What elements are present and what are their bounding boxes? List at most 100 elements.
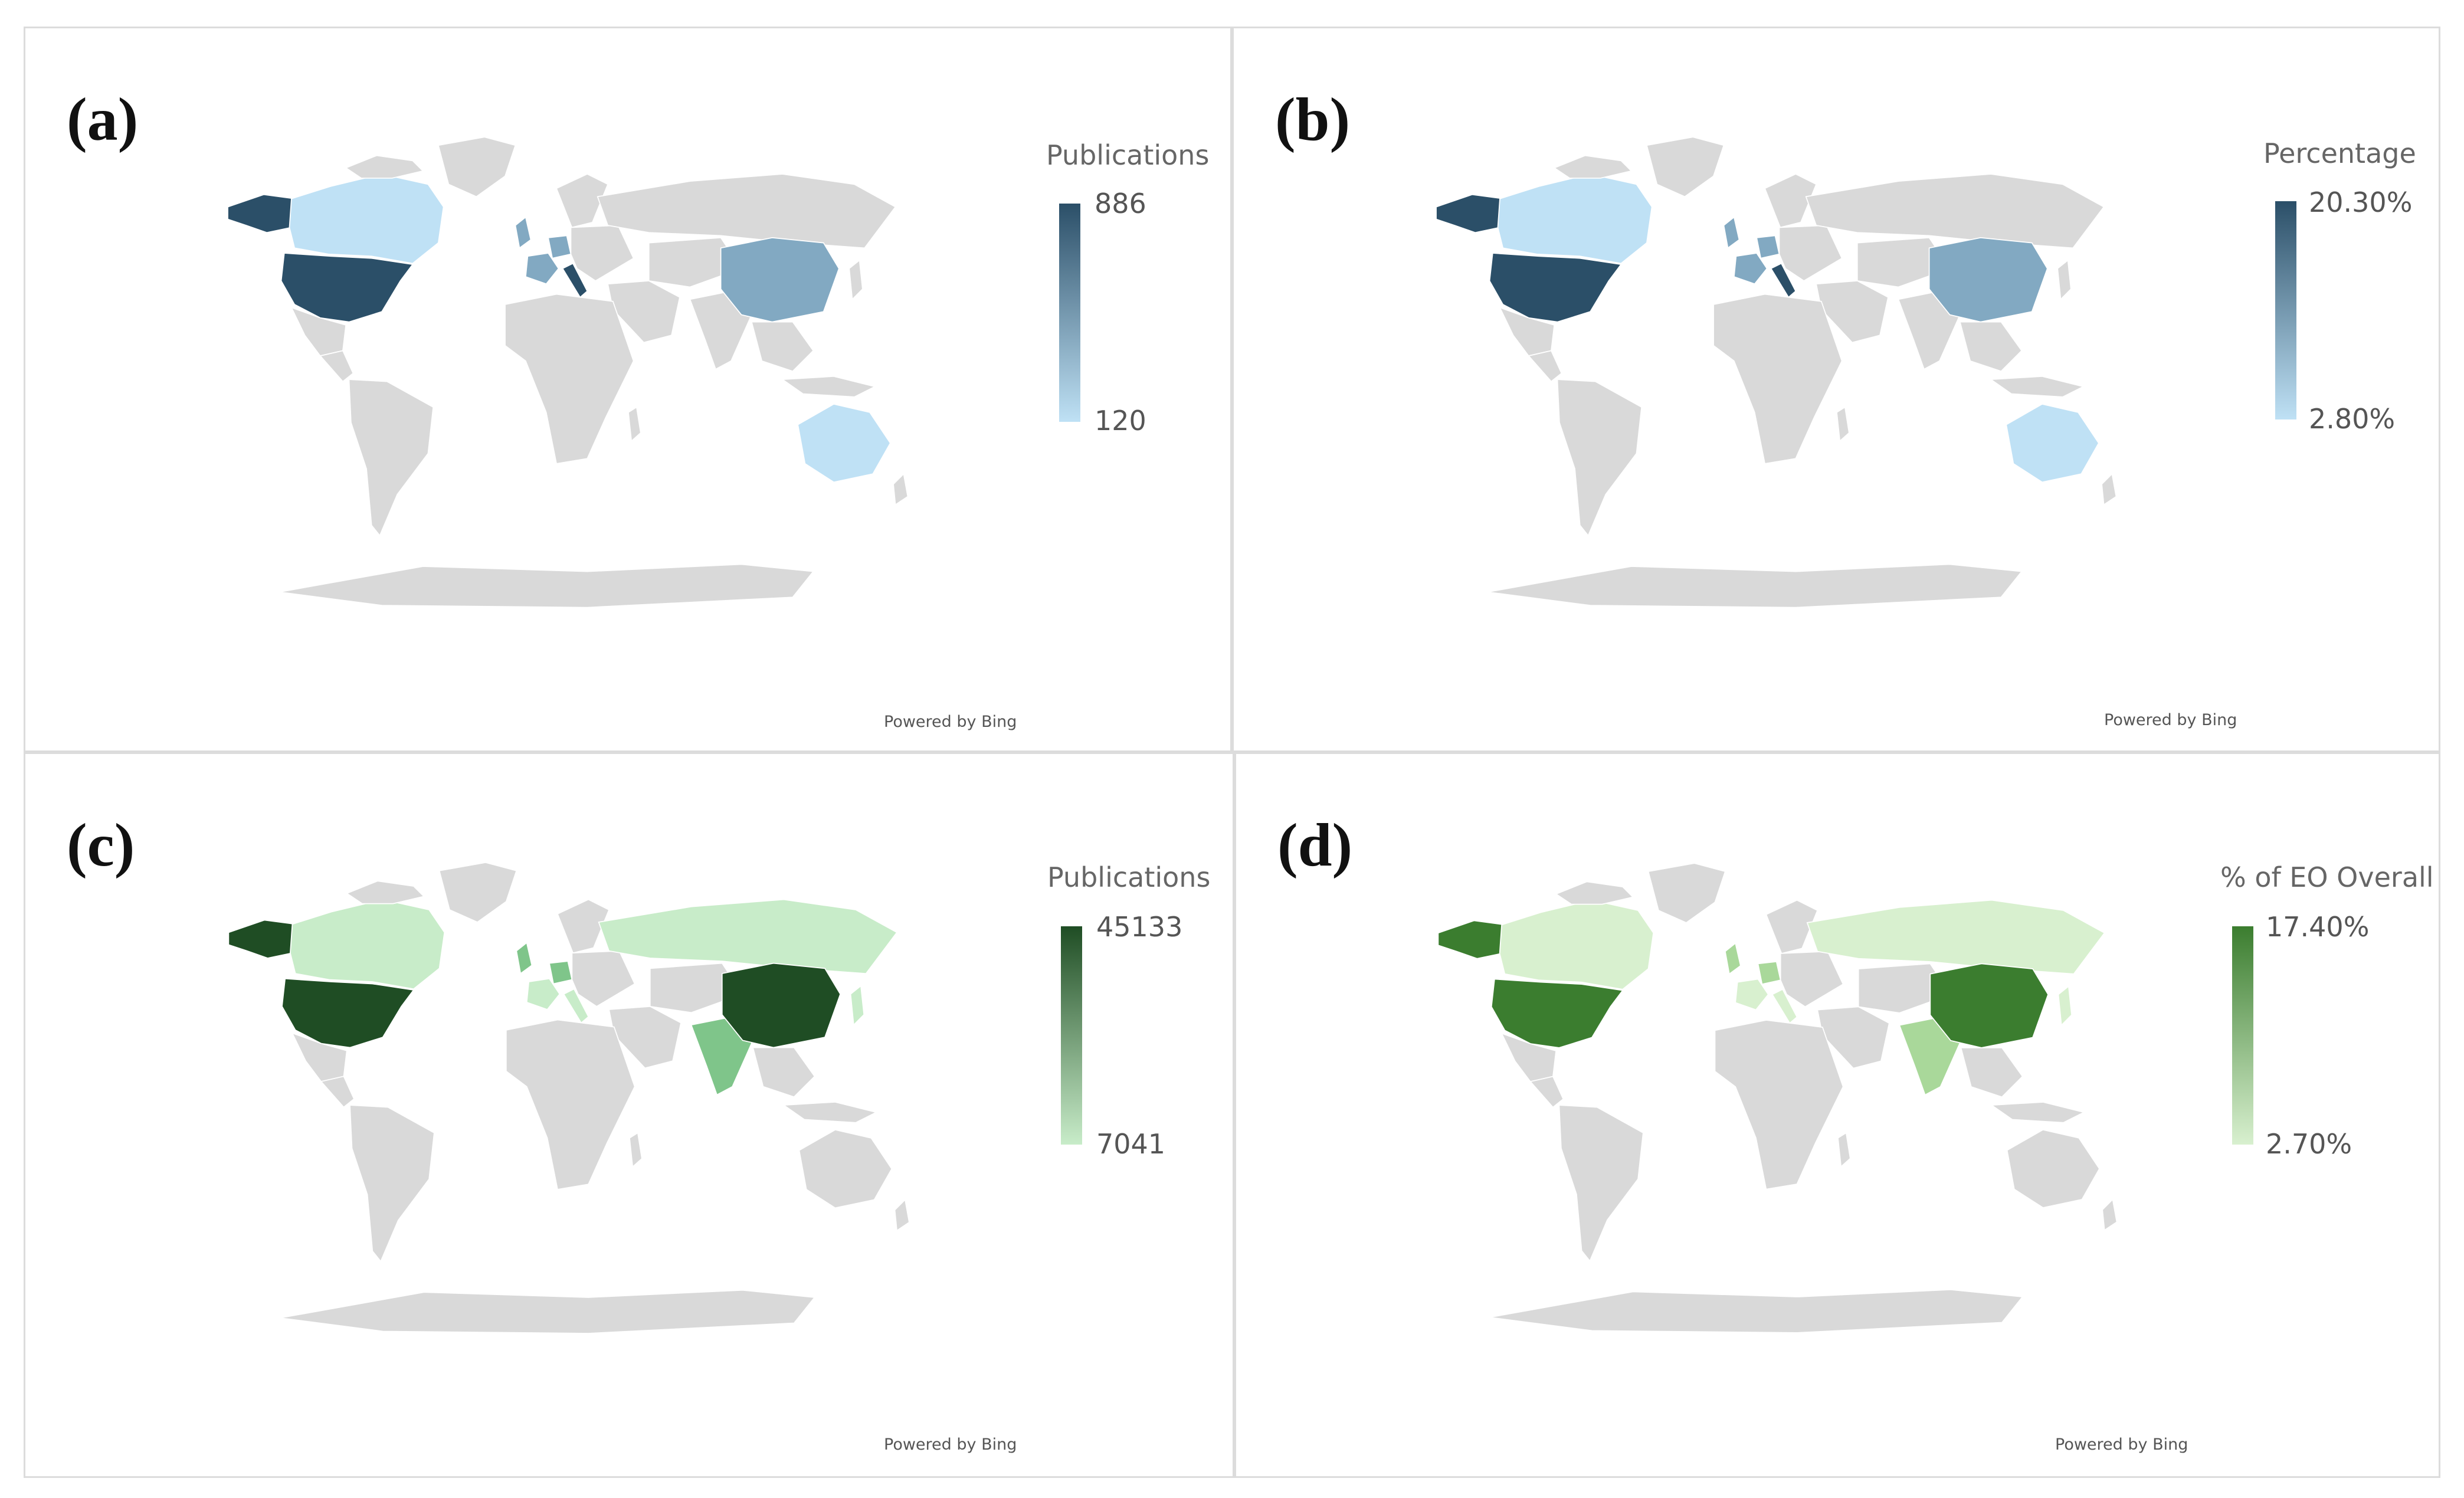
legend-gradient-bar — [1059, 204, 1080, 422]
region-italy — [562, 263, 588, 299]
region-new-zealand — [894, 1198, 910, 1232]
legend-max-value: 17.40% — [2266, 911, 2370, 943]
region-antarctica — [1489, 1289, 2024, 1333]
region-russia — [1806, 899, 2105, 975]
legend-min-value: 2.70% — [2266, 1128, 2352, 1160]
region-japan — [2057, 985, 2072, 1027]
region-greenland — [1647, 863, 1726, 923]
region-france — [526, 978, 561, 1011]
region-new-zealand — [893, 473, 909, 506]
region-australia — [2006, 403, 2099, 483]
region-madagascar — [1836, 406, 1850, 442]
legend-min-value: 7041 — [1096, 1128, 1166, 1160]
region-italy — [1771, 988, 1798, 1024]
legend-max-value: 886 — [1095, 188, 1146, 219]
region-canada-isles — [345, 880, 425, 904]
region-central-am — [320, 1076, 355, 1108]
panel-label: (a) — [67, 86, 139, 153]
legend-min-value: 2.80% — [2309, 403, 2396, 435]
region-se-asia — [751, 321, 814, 372]
region-germany — [1757, 961, 1781, 985]
region-antarctica — [280, 1289, 816, 1334]
region-alaska — [227, 194, 296, 234]
region-usa — [280, 253, 414, 323]
region-central-am — [1529, 1076, 1564, 1108]
map-credit: Powered by Bing — [884, 713, 1017, 731]
map-panel-d: (d) % of EO Overall 17.40% 2.70% Powered… — [1234, 752, 2440, 1478]
region-se-asia — [1959, 321, 2023, 372]
region-china — [1929, 963, 2049, 1048]
map-panel-c: (c) Publications 45133 7041 Powered by B… — [24, 752, 1234, 1478]
legend-gradient-bar — [1061, 926, 1082, 1145]
region-central-asia — [1857, 963, 1952, 1014]
region-china — [721, 962, 841, 1048]
region-europe-east — [1778, 225, 1843, 282]
region-greenland — [437, 136, 516, 198]
legend-title: Publications — [1046, 139, 1210, 171]
map-panel-a: (a) Publications 886 120 Powered by Bing — [24, 27, 1232, 752]
region-canada — [1499, 899, 1654, 990]
region-canada — [290, 899, 445, 990]
region-russia — [1805, 173, 2105, 249]
region-greenland — [438, 861, 517, 923]
legend-max-value: 45133 — [1096, 911, 1183, 943]
region-australia — [798, 1129, 893, 1209]
region-canada-isles — [1555, 881, 1634, 905]
region-madagascar — [1837, 1132, 1851, 1168]
region-antarctica — [278, 563, 814, 608]
region-italy — [1770, 263, 1797, 299]
region-central-asia — [1856, 237, 1951, 288]
region-france — [1735, 978, 1769, 1011]
region-africa — [1713, 293, 1843, 464]
region-greenland — [1646, 136, 1725, 198]
region-usa — [281, 978, 415, 1048]
legend-title: Publications — [1047, 861, 1211, 893]
legend-max-value: 20.30% — [2309, 186, 2413, 218]
region-china — [720, 237, 840, 323]
region-canada-isles — [345, 155, 424, 179]
region-canada — [289, 173, 444, 264]
region-italy — [563, 988, 589, 1024]
region-europe-east — [571, 950, 635, 1007]
legend-title: % of EO Overall — [2220, 861, 2434, 893]
region-canada-isles — [1553, 155, 1633, 179]
region-uk — [515, 216, 532, 249]
region-japan — [848, 259, 863, 301]
region-china — [1928, 237, 2048, 323]
region-germany — [1756, 235, 1780, 259]
region-antarctica — [1487, 563, 2023, 608]
region-uk — [516, 942, 533, 975]
region-alaska — [228, 919, 296, 959]
region-france — [525, 253, 559, 285]
region-south-am — [1557, 379, 1643, 537]
legend-title: Percentage — [2263, 137, 2416, 169]
region-africa — [504, 293, 634, 464]
region-alaska — [1436, 194, 1504, 234]
map-credit: Powered by Bing — [884, 1435, 1017, 1454]
map-credit: Powered by Bing — [2055, 1435, 2188, 1454]
region-central-asia — [648, 237, 742, 288]
region-australia — [2006, 1129, 2101, 1208]
region-russia — [597, 173, 896, 249]
region-japan — [850, 985, 865, 1027]
region-africa — [505, 1019, 635, 1190]
region-uk — [1724, 942, 1741, 975]
region-usa — [1489, 253, 1622, 323]
region-japan — [2057, 259, 2072, 301]
legend-gradient-bar — [2232, 926, 2253, 1145]
map-panel-b: (b) Percentage 20.30% 2.80% Powered by B… — [1232, 27, 2440, 752]
region-germany — [548, 961, 573, 985]
region-madagascar — [628, 406, 641, 442]
region-se-asia — [1960, 1047, 2023, 1098]
world-map — [1436, 136, 2117, 608]
panel-label: (d) — [1277, 811, 1353, 879]
region-france — [1733, 253, 1768, 285]
panel-label: (b) — [1275, 86, 1351, 153]
region-usa — [1490, 978, 1624, 1048]
region-indonesia — [781, 376, 877, 398]
region-alaska — [1437, 920, 1506, 959]
region-new-zealand — [2102, 1198, 2118, 1231]
region-canada — [1497, 173, 1653, 264]
region-europe-east — [570, 225, 634, 282]
region-indonesia — [1990, 1102, 2086, 1123]
